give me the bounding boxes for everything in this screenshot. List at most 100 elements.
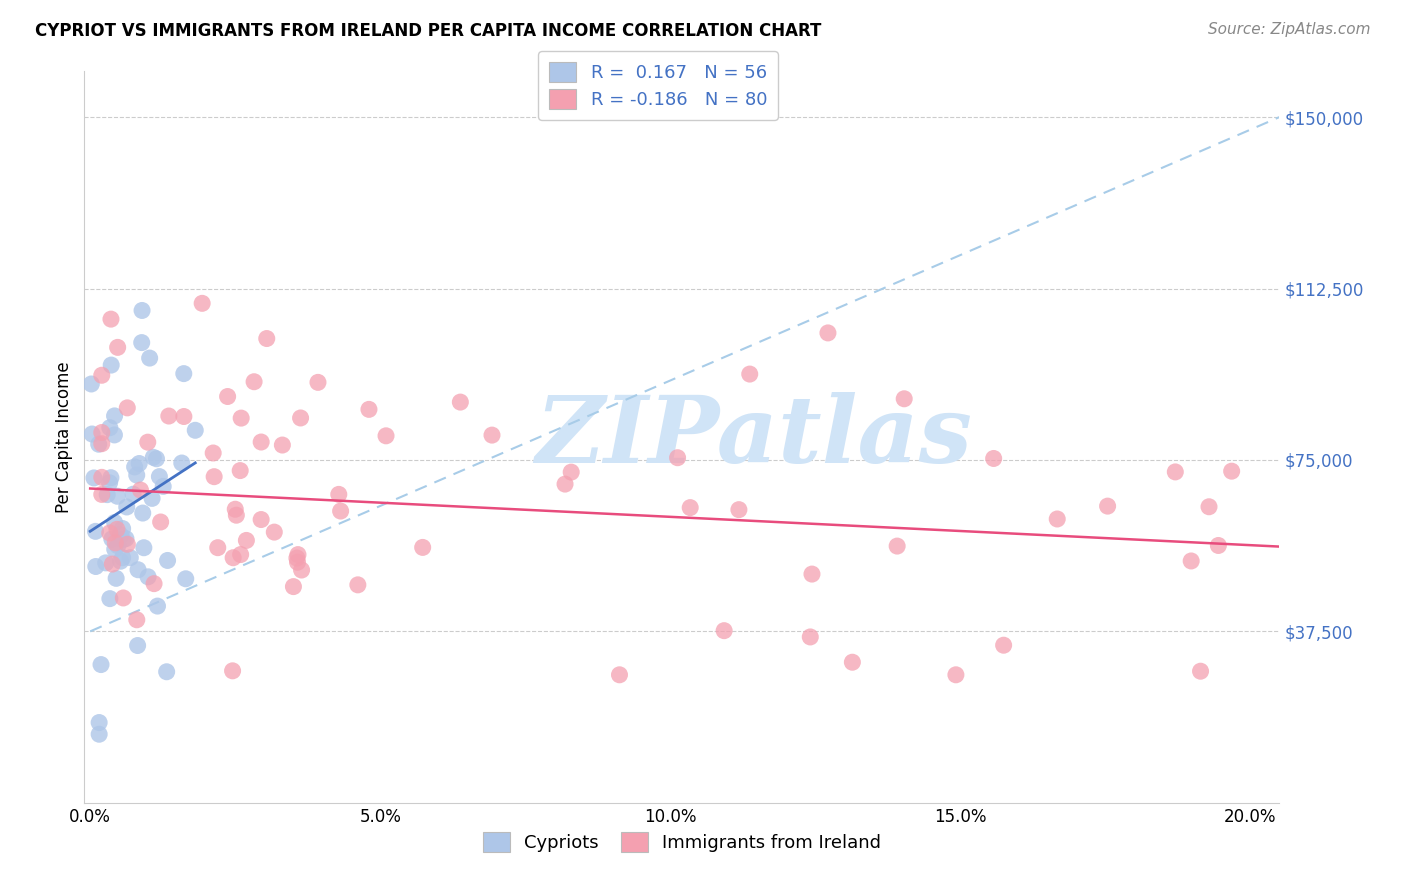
- Point: [554, 477, 576, 491]
- Point: [128, 457, 150, 471]
- Point: [83, 471, 105, 485]
- Point: [90, 436, 112, 450]
- Point: [886, 539, 908, 553]
- Point: [96, 488, 118, 502]
- Point: [152, 479, 174, 493]
- Point: [290, 411, 312, 425]
- Point: [271, 438, 294, 452]
- Point: [231, 411, 253, 425]
- Point: [90, 470, 112, 484]
- Point: [560, 465, 582, 479]
- Point: [105, 571, 128, 585]
- Point: [1164, 465, 1187, 479]
- Point: [141, 491, 163, 506]
- Point: [222, 550, 245, 565]
- Point: [84, 524, 107, 539]
- Point: [103, 409, 125, 423]
- Point: [124, 459, 146, 474]
- Point: [107, 340, 129, 354]
- Point: [357, 402, 380, 417]
- Point: [101, 557, 124, 571]
- Point: [145, 451, 167, 466]
- Point: [329, 504, 352, 518]
- Point: [103, 428, 125, 442]
- Point: [115, 500, 138, 514]
- Point: [609, 667, 631, 681]
- Point: [156, 665, 179, 679]
- Y-axis label: Per Capita Income: Per Capita Income: [55, 361, 73, 513]
- Point: [131, 335, 153, 350]
- Point: [993, 638, 1015, 652]
- Point: [256, 332, 278, 346]
- Point: [117, 401, 139, 415]
- Point: [132, 541, 155, 555]
- Point: [1046, 512, 1069, 526]
- Point: [713, 624, 735, 638]
- Point: [122, 487, 145, 501]
- Point: [89, 727, 111, 741]
- Point: [799, 630, 821, 644]
- Point: [283, 580, 305, 594]
- Point: [841, 655, 863, 669]
- Point: [1180, 554, 1202, 568]
- Point: [98, 591, 121, 606]
- Point: [127, 563, 149, 577]
- Point: [143, 576, 166, 591]
- Point: [90, 368, 112, 383]
- Point: [679, 500, 702, 515]
- Point: [98, 475, 121, 490]
- Point: [111, 522, 134, 536]
- Point: [136, 435, 159, 450]
- Point: [728, 502, 751, 516]
- Point: [100, 312, 122, 326]
- Text: CYPRIOT VS IMMIGRANTS FROM IRELAND PER CAPITA INCOME CORRELATION CHART: CYPRIOT VS IMMIGRANTS FROM IRELAND PER C…: [35, 22, 821, 40]
- Point: [104, 536, 127, 550]
- Point: [90, 657, 112, 672]
- Point: [287, 548, 309, 562]
- Point: [104, 516, 127, 530]
- Point: [131, 303, 153, 318]
- Point: [94, 556, 117, 570]
- Point: [184, 423, 207, 437]
- Point: [347, 578, 370, 592]
- Point: [107, 539, 129, 553]
- Point: [146, 599, 169, 613]
- Point: [110, 554, 132, 568]
- Point: [229, 548, 252, 562]
- Point: [112, 591, 135, 605]
- Point: [1189, 664, 1212, 678]
- Point: [801, 567, 824, 582]
- Point: [89, 715, 111, 730]
- Text: ZIPatlas: ZIPatlas: [536, 392, 972, 482]
- Point: [87, 437, 110, 451]
- Point: [104, 542, 127, 557]
- Point: [202, 446, 225, 460]
- Point: [84, 559, 107, 574]
- Point: [98, 525, 121, 540]
- Point: [125, 613, 148, 627]
- Legend: Cypriots, Immigrants from Ireland: Cypriots, Immigrants from Ireland: [475, 825, 889, 860]
- Point: [80, 376, 103, 391]
- Point: [156, 553, 179, 567]
- Point: [136, 570, 159, 584]
- Point: [307, 376, 329, 390]
- Point: [132, 506, 155, 520]
- Point: [817, 326, 839, 340]
- Point: [202, 469, 225, 483]
- Point: [129, 483, 152, 497]
- Point: [412, 541, 434, 555]
- Point: [290, 563, 312, 577]
- Point: [120, 550, 142, 565]
- Point: [115, 532, 138, 546]
- Point: [100, 471, 122, 485]
- Point: [142, 450, 165, 465]
- Point: [148, 469, 170, 483]
- Point: [90, 425, 112, 440]
- Point: [250, 512, 273, 526]
- Point: [285, 551, 308, 566]
- Point: [250, 435, 273, 450]
- Point: [174, 572, 197, 586]
- Point: [229, 464, 252, 478]
- Point: [191, 296, 214, 310]
- Point: [225, 508, 247, 523]
